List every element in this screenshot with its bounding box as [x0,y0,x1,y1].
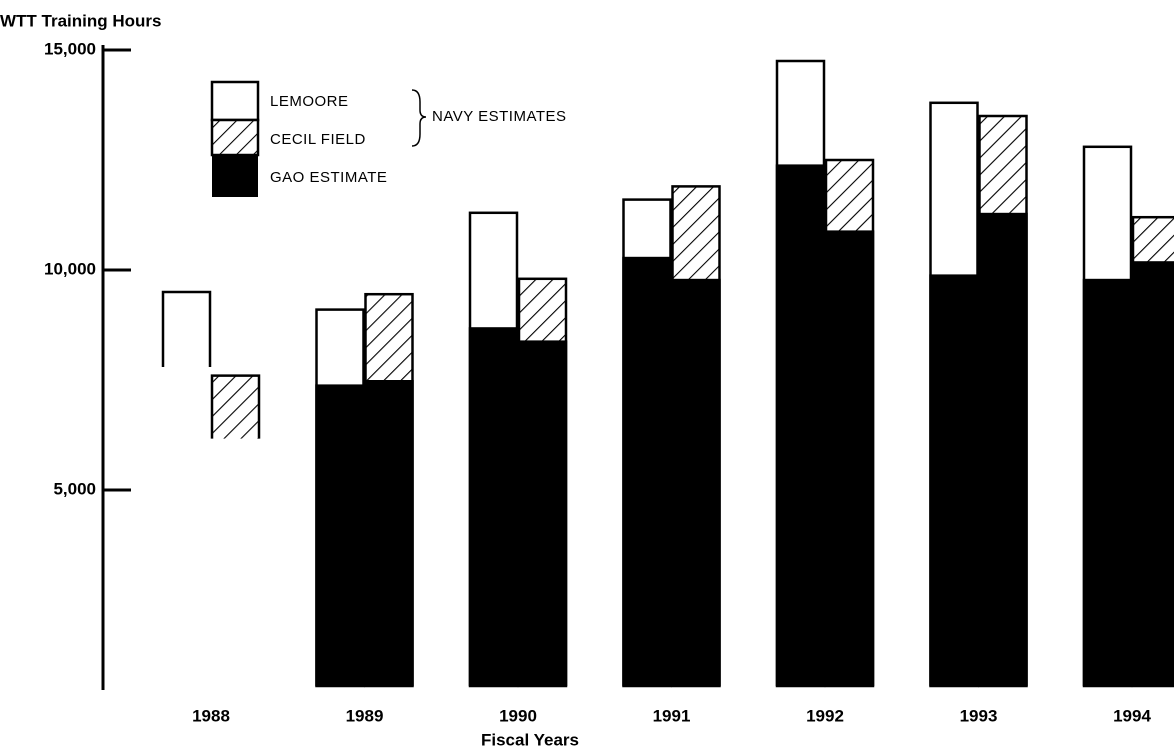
bar-gao [315,384,365,686]
x-tick-label: 1988 [192,706,230,725]
bar-outline [210,374,261,439]
x-tick-label: 1991 [653,706,691,725]
x-tick-label: 1989 [346,706,384,725]
bar-gao [517,340,568,686]
bar-gao [775,164,826,686]
x-axis-label: Fiscal Years [481,730,579,749]
bar-gao [622,256,672,686]
legend-group-label: NAVY ESTIMATES [432,108,567,125]
bar-navy [212,375,259,439]
bar-gao [671,278,721,686]
legend-label: CECIL FIELD [270,131,366,148]
bar-outline [161,290,212,367]
x-tick-label: 1992 [806,706,844,725]
bar-navy [163,292,210,367]
legend-swatch [212,155,258,197]
bar-gao [1082,278,1133,686]
bar-gao [978,212,1028,687]
y-tick-label: 10,000 [44,259,96,278]
x-tick-label: 1994 [1113,706,1151,725]
legend-label: GAO ESTIMATE [270,169,387,186]
bar-gao [824,230,875,686]
legend-swatch [210,118,260,157]
x-tick-label: 1990 [499,706,537,725]
y-tick-label: 5,000 [53,479,96,498]
bar-gao [364,380,414,686]
y-tick-label: 15,000 [44,39,96,58]
bar-gao [929,274,979,686]
y-axis-label: WTT Training Hours [0,11,162,30]
legend-label: LEMOORE [270,93,349,110]
bar-gao [1131,261,1174,686]
x-tick-label: 1993 [960,706,998,725]
legend: LEMOORE CECIL FIELD GAO ESTIMATE NAVY ES… [210,80,567,197]
bar-gao [468,327,519,686]
legend-swatch [210,80,260,122]
legend-brace [411,89,427,147]
